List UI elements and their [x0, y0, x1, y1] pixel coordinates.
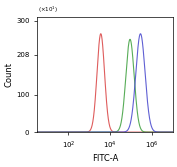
Y-axis label: Count: Count [4, 62, 13, 87]
Text: $(\times10^1)$: $(\times10^1)$ [38, 5, 58, 15]
X-axis label: FITC-A: FITC-A [92, 154, 118, 163]
